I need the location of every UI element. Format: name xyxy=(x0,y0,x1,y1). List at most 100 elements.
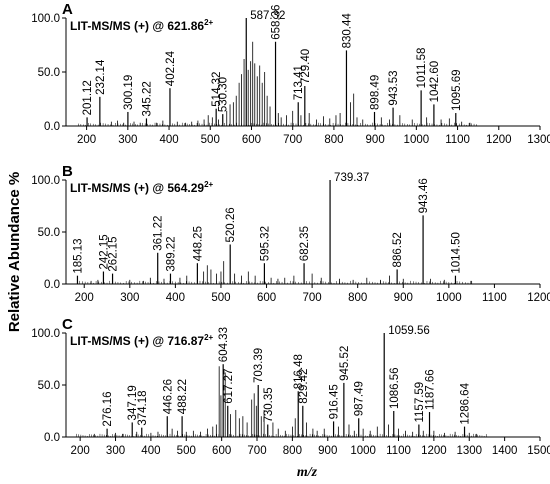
x-tick-label: 1000 xyxy=(404,134,430,146)
peak-label: 943.46 xyxy=(418,178,430,213)
peak-label: 1014.50 xyxy=(450,232,462,274)
x-tick-label: 700 xyxy=(303,292,322,304)
peak-label: 402.24 xyxy=(165,50,177,86)
peak-label: 816.48 xyxy=(293,354,305,389)
peak-label: 617.27 xyxy=(223,369,235,404)
y-tick-label: 50.0 xyxy=(38,380,60,392)
peak-label: 703.39 xyxy=(253,348,265,383)
peak-label: 1157.59 xyxy=(414,382,426,423)
x-tick-label: 200 xyxy=(75,292,94,304)
x-axis-label: m/z xyxy=(297,465,318,480)
x-tick-label: 1100 xyxy=(445,134,470,146)
peak-label: 730.35 xyxy=(263,387,275,422)
panel-letter: A xyxy=(62,1,73,18)
panel-letter: C xyxy=(62,316,73,333)
x-tick-label: 400 xyxy=(166,292,185,304)
peak-label: 446.26 xyxy=(162,379,174,414)
x-tick-label: 900 xyxy=(366,134,385,146)
peak-label: 829.42 xyxy=(298,369,310,404)
peak-label: 201.12 xyxy=(82,80,94,115)
peak-label: 739.37 xyxy=(334,172,369,184)
x-tick-label: 700 xyxy=(247,445,266,457)
peak-label: 1011.58 xyxy=(416,48,428,89)
x-tick-label: 1200 xyxy=(527,292,550,304)
peak-label: 448.25 xyxy=(192,226,204,261)
peak-label: 1086.56 xyxy=(389,367,401,409)
panel-b: 0.0 50.0 100.0 200 300 400 500 600 700 800 900 1000… xyxy=(31,163,550,304)
y-tick-label: 100.0 xyxy=(31,175,60,187)
x-tick-label: 1200 xyxy=(421,445,447,457)
x-tick-label: 900 xyxy=(394,292,413,304)
x-tick-label: 500 xyxy=(201,134,220,146)
x-tick-label: 600 xyxy=(242,134,261,146)
peak-label: 300.19 xyxy=(123,75,135,110)
x-tick-label: 700 xyxy=(283,134,302,146)
x-tick-label: 1300 xyxy=(527,134,550,146)
panel-c: 0.0 50.0 100.0 200 300 400 500 600 700 800 900 1000… xyxy=(31,316,550,457)
peak-label: 361.22 xyxy=(153,216,165,251)
x-tick-label: 200 xyxy=(77,134,96,146)
peak-label: 276.16 xyxy=(102,391,114,426)
x-tick-label: 800 xyxy=(348,292,367,304)
x-tick-label: 300 xyxy=(120,292,139,304)
x-tick-label: 800 xyxy=(283,445,302,457)
x-tick-label: 200 xyxy=(71,445,90,457)
x-tick-label: 500 xyxy=(177,445,196,457)
peak-label: 242.15 xyxy=(98,234,110,269)
x-tick-label: 1100 xyxy=(386,445,411,457)
peak-label: 945.52 xyxy=(339,346,351,381)
y-tick-label: 100.0 xyxy=(31,13,60,25)
peak-label: 1059.56 xyxy=(388,325,430,337)
peak-label: 1042.60 xyxy=(429,61,441,103)
x-tick-label: 1000 xyxy=(350,445,376,457)
peak-label: 713.41 xyxy=(293,65,305,100)
x-tick-label: 600 xyxy=(212,445,231,457)
peak-label: 530.30 xyxy=(218,77,230,112)
x-tick-label: 1000 xyxy=(436,292,462,304)
peak-label: 886.52 xyxy=(392,232,404,267)
x-tick-label: 300 xyxy=(118,134,137,146)
x-tick-label: 1200 xyxy=(486,134,512,146)
x-tick-label: 300 xyxy=(106,445,125,457)
peak-label: 520.26 xyxy=(225,207,237,242)
y-tick-label: 50.0 xyxy=(38,67,60,79)
x-tick-label: 1100 xyxy=(482,292,507,304)
x-tick-label: 1300 xyxy=(456,445,482,457)
y-tick-label: 0.0 xyxy=(44,432,60,444)
panel-title: LIT-MS/MS (+) @ 716.872+ xyxy=(70,333,214,348)
x-tick-label: 1400 xyxy=(492,445,518,457)
peak-label: 1095.69 xyxy=(451,69,463,111)
peak-label: 1286.64 xyxy=(460,382,472,424)
x-tick-label: 800 xyxy=(324,134,343,146)
peak-label: 262.15 xyxy=(108,236,120,271)
x-tick-label: 1500 xyxy=(527,445,550,457)
panel-title: LIT-MS/MS (+) @ 621.862+ xyxy=(70,18,214,33)
peak-label: 943.53 xyxy=(388,70,400,105)
peak-label: 347.19 xyxy=(127,385,139,420)
peak-label: 232.14 xyxy=(95,59,107,95)
y-tick-label: 0.0 xyxy=(44,279,60,291)
peak-label: 658.36 xyxy=(271,5,283,40)
panel-letter: B xyxy=(62,163,73,180)
peak-label: 345.22 xyxy=(141,81,153,116)
peak-label: 488.22 xyxy=(177,379,189,414)
x-tick-label: 900 xyxy=(318,445,337,457)
peak-label: 604.33 xyxy=(218,327,230,362)
peak-label: 682.35 xyxy=(299,226,311,261)
panel-a: 0.0 50.0 100.0 200 300 400 500 600 700 800 900 1000… xyxy=(31,1,550,146)
peak-label: 595.32 xyxy=(259,226,271,261)
y-tick-label: 50.0 xyxy=(38,227,60,239)
peak-label: 514.32 xyxy=(211,72,223,107)
peak-label: 185.13 xyxy=(72,238,84,273)
y-tick-label: 0.0 xyxy=(44,121,60,133)
x-tick-label: 600 xyxy=(257,292,276,304)
peak-label: 1187.66 xyxy=(425,369,437,410)
x-tick-label: 400 xyxy=(159,134,178,146)
y-axis-label: Relative Abundance % xyxy=(6,172,23,332)
peak-label: 587.32 xyxy=(250,10,285,22)
peak-label: 898.49 xyxy=(370,75,382,110)
peak-label: 916.45 xyxy=(329,384,341,419)
peak-label: 729.40 xyxy=(300,49,312,84)
x-tick-label: 400 xyxy=(141,445,160,457)
x-tick-label: 500 xyxy=(211,292,230,304)
